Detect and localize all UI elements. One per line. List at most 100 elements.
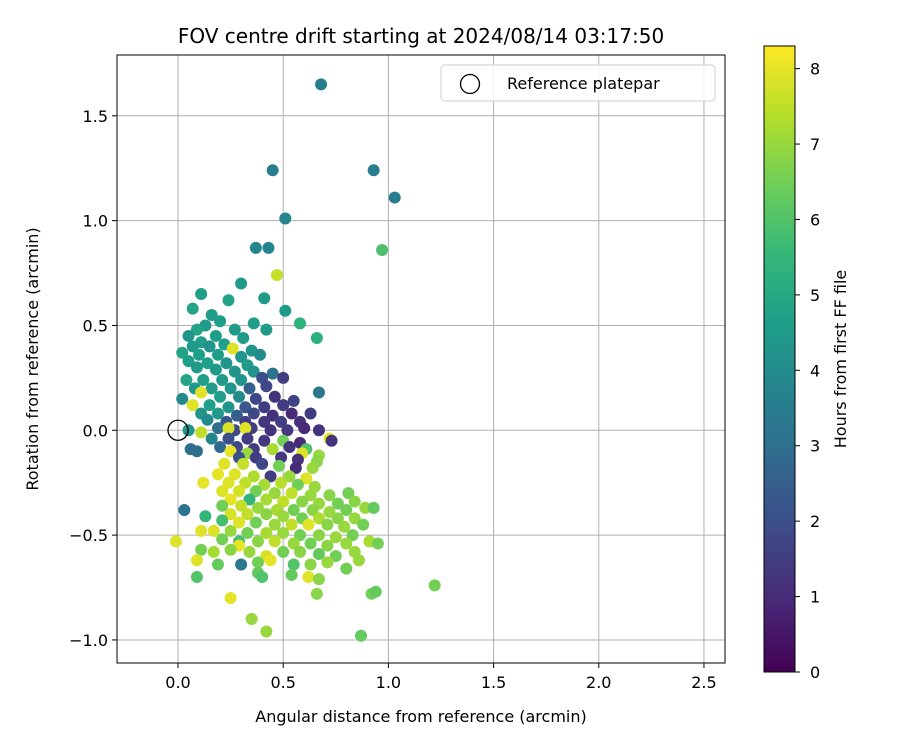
data-point [186,399,199,412]
data-point [195,288,208,301]
data-point [216,485,229,498]
colorbar-tick-label: 6 [810,210,820,229]
reference-marker-group [167,419,189,441]
data-point [247,407,260,420]
y-tick-label: 1.5 [83,107,108,126]
data-point [235,499,248,512]
data-point [340,562,353,575]
data-point [216,533,229,546]
data-point [197,476,210,489]
data-point [209,363,222,376]
data-point [357,518,370,531]
colorbar-tick-label: 3 [810,437,820,456]
data-point [352,554,365,567]
data-point [312,529,325,542]
data-point [190,554,203,567]
data-point [214,390,227,403]
data-point [190,571,203,584]
data-point [186,302,199,315]
data-point [180,373,193,386]
data-point [222,422,235,435]
data-points [169,78,441,642]
data-point [182,355,195,368]
data-point [340,503,353,516]
data-point [294,545,307,558]
data-point [249,516,262,529]
data-point [205,382,218,395]
data-point [268,390,281,403]
data-point [323,506,336,519]
data-point [241,527,254,540]
data-point [251,535,264,548]
data-point [306,503,319,516]
data-point [218,457,231,470]
data-point [228,323,241,336]
data-point [266,367,279,380]
data-point [281,424,294,437]
legend-entry-label: Reference platepar [507,74,660,93]
data-point [331,497,344,510]
data-point [211,407,224,420]
y-tick-label: −0.5 [69,526,108,545]
data-point [304,537,317,550]
data-point [228,468,241,481]
plot-frame [116,54,726,664]
data-point [296,495,309,508]
data-point [277,510,290,523]
data-point [260,625,273,638]
data-point [247,317,260,330]
data-point [304,489,317,502]
data-point [197,373,210,386]
data-point [243,493,256,506]
data-point [338,520,351,533]
data-point [211,558,224,571]
data-point [268,487,281,500]
data-point [264,424,277,437]
x-axis-ticks: 0.0 0.5 1.0 1.5 2.0 2.5 [165,663,717,692]
data-point [329,531,342,544]
data-point [277,545,290,558]
data-point [224,445,237,458]
data-point [243,545,256,558]
data-point [287,394,300,407]
data-point [285,487,298,500]
y-tick-label: 0.0 [83,421,108,440]
colorbar-frame [763,45,796,673]
data-point [262,241,275,254]
data-point [279,304,292,317]
data-point [312,512,325,525]
data-point [323,489,336,502]
data-point [291,478,304,491]
colorbar [764,46,795,672]
data-point [230,409,243,422]
data-point [195,543,208,556]
data-point [304,558,317,571]
legend-box [440,64,716,102]
data-point [235,277,248,290]
data-point [359,501,372,514]
data-point [195,426,208,439]
data-point [249,241,262,254]
data-point [222,476,235,489]
data-point [258,415,271,428]
data-point [260,508,273,521]
x-tick-label: 0.5 [270,673,295,692]
data-point [249,392,262,405]
data-point [224,508,237,521]
colorbar-ticks: 0 1 2 3 4 5 6 7 8 [795,60,820,682]
data-point [258,401,271,414]
data-point [258,478,271,491]
x-tick-label: 1.5 [481,673,506,692]
data-point [266,409,279,422]
data-point [329,550,342,563]
data-point [233,516,246,529]
data-point [245,612,258,625]
data-point [266,164,279,177]
data-point [169,535,182,548]
colorbar-tick-label: 1 [810,588,820,607]
data-point [260,380,273,393]
data-point [258,434,271,447]
colorbar-tick-label: 7 [810,135,820,154]
data-point [279,212,292,225]
x-tick-label: 2.5 [691,673,716,692]
